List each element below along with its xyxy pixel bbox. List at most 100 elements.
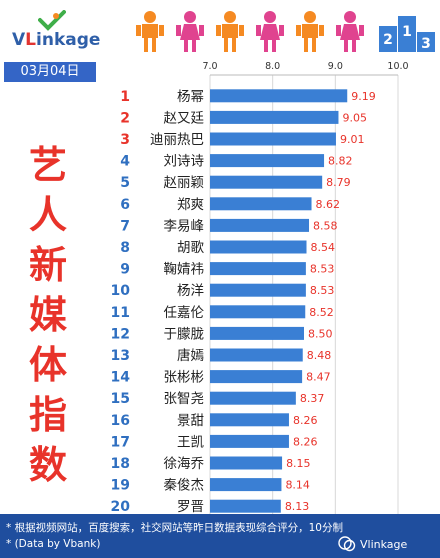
name-label: 刘诗诗 <box>164 154 205 170</box>
person-body <box>302 24 318 38</box>
rank-label: 16 <box>111 413 130 429</box>
value-label: 8.15 <box>286 457 311 470</box>
person-head <box>304 11 316 23</box>
rank-label: 15 <box>111 391 130 407</box>
name-label: 赵丽颖 <box>164 175 205 191</box>
person-leg <box>192 38 196 52</box>
bar <box>210 456 283 470</box>
person-leg <box>312 38 316 52</box>
side-title-char: 媒 <box>28 293 67 337</box>
x-tick-label: 7.0 <box>202 61 217 72</box>
person-leg <box>344 38 348 52</box>
value-label: 8.53 <box>310 284 335 297</box>
side-title: 艺人新媒体指数 <box>18 140 78 490</box>
rank-label: 6 <box>120 197 130 213</box>
person-head <box>144 11 156 23</box>
value-label: 8.14 <box>285 479 310 492</box>
name-label: 胡歌 <box>177 240 204 256</box>
person-body <box>222 24 238 38</box>
person-arm <box>176 25 181 36</box>
person-arm <box>256 25 261 36</box>
value-label: 8.37 <box>300 392 325 405</box>
wechat-icon <box>338 536 356 552</box>
value-label: 8.62 <box>316 198 341 211</box>
value-label: 8.13 <box>285 500 310 513</box>
bar <box>210 326 304 340</box>
footer-note: * 根据视频网站，百度搜索，社交网站等昨日数据表现综合评分，10分制 <box>6 522 343 534</box>
person-arm <box>199 25 204 36</box>
name-label: 徐海乔 <box>164 456 205 472</box>
rank-label: 14 <box>111 370 131 386</box>
watermark-text: Vlinkage <box>360 538 408 551</box>
value-label: 8.26 <box>293 435 318 448</box>
rank-label: 11 <box>111 305 130 321</box>
person-arm <box>136 25 141 36</box>
person-body <box>260 24 280 40</box>
side-title-char: 体 <box>28 343 67 387</box>
person-icon <box>296 11 324 52</box>
person-arm <box>216 25 221 36</box>
logo-text: VLinkage <box>12 30 101 50</box>
bar <box>210 175 323 189</box>
person-leg <box>272 38 276 52</box>
podium-number-3: 3 <box>421 36 431 52</box>
value-label: 8.52 <box>309 306 334 319</box>
rank-label: 19 <box>111 478 130 494</box>
rank-label: 7 <box>120 218 130 234</box>
rank-label: 5 <box>120 175 130 191</box>
name-label: 唐嫣 <box>177 347 204 364</box>
value-label: 8.26 <box>293 414 318 427</box>
rank-label: 2 <box>120 110 130 126</box>
name-label: 张彬彬 <box>164 370 205 386</box>
person-head <box>224 11 236 23</box>
podium-icon: 2 1 3 <box>379 16 435 52</box>
side-title-char: 新 <box>28 243 67 287</box>
person-icon <box>256 11 284 52</box>
value-label: 9.19 <box>351 90 376 103</box>
person-icon <box>136 11 164 52</box>
rank-label: 3 <box>120 132 130 148</box>
podium-number-1: 1 <box>402 24 412 40</box>
name-label: 杨幂 <box>177 89 204 105</box>
rank-label: 1 <box>120 89 130 105</box>
value-label: 8.47 <box>306 371 331 384</box>
name-label: 景甜 <box>177 413 204 429</box>
bar <box>210 391 296 405</box>
rank-label: 8 <box>120 240 130 256</box>
bar <box>210 413 289 427</box>
rank-label: 18 <box>111 456 130 472</box>
person-icon <box>216 11 244 52</box>
person-arm <box>359 25 364 36</box>
person-arm <box>239 25 244 36</box>
person-leg <box>352 38 356 52</box>
logo-checkmark-icon <box>38 10 66 31</box>
person-leg <box>144 38 148 52</box>
value-label: 8.79 <box>326 176 351 189</box>
person-arm <box>336 25 341 36</box>
person-leg <box>264 38 268 52</box>
footer: * 根据视频网站，百度搜索，社交网站等昨日数据表现综合评分，10分制 * (Da… <box>0 514 440 558</box>
bar <box>210 154 325 168</box>
bar <box>210 89 348 103</box>
rank-label: 12 <box>111 326 130 342</box>
person-leg <box>304 38 308 52</box>
person-arm <box>296 25 301 36</box>
bar <box>210 478 282 492</box>
bar <box>210 370 303 384</box>
rank-label: 20 <box>111 499 131 515</box>
person-leg <box>224 38 228 52</box>
side-title-char: 人 <box>28 193 67 237</box>
value-label: 8.50 <box>308 327 333 340</box>
bar <box>210 132 336 146</box>
value-label: 8.58 <box>313 219 338 232</box>
x-tick-label: 9.0 <box>328 61 343 72</box>
value-label: 8.53 <box>310 263 335 276</box>
person-body <box>142 24 158 38</box>
bar <box>210 499 281 513</box>
bar <box>210 305 306 319</box>
bar <box>210 218 310 232</box>
vlinkage-logo: VLinkage <box>8 10 108 50</box>
person-head <box>344 11 356 23</box>
name-label: 郑爽 <box>177 197 204 213</box>
name-label: 王凯 <box>177 434 204 450</box>
